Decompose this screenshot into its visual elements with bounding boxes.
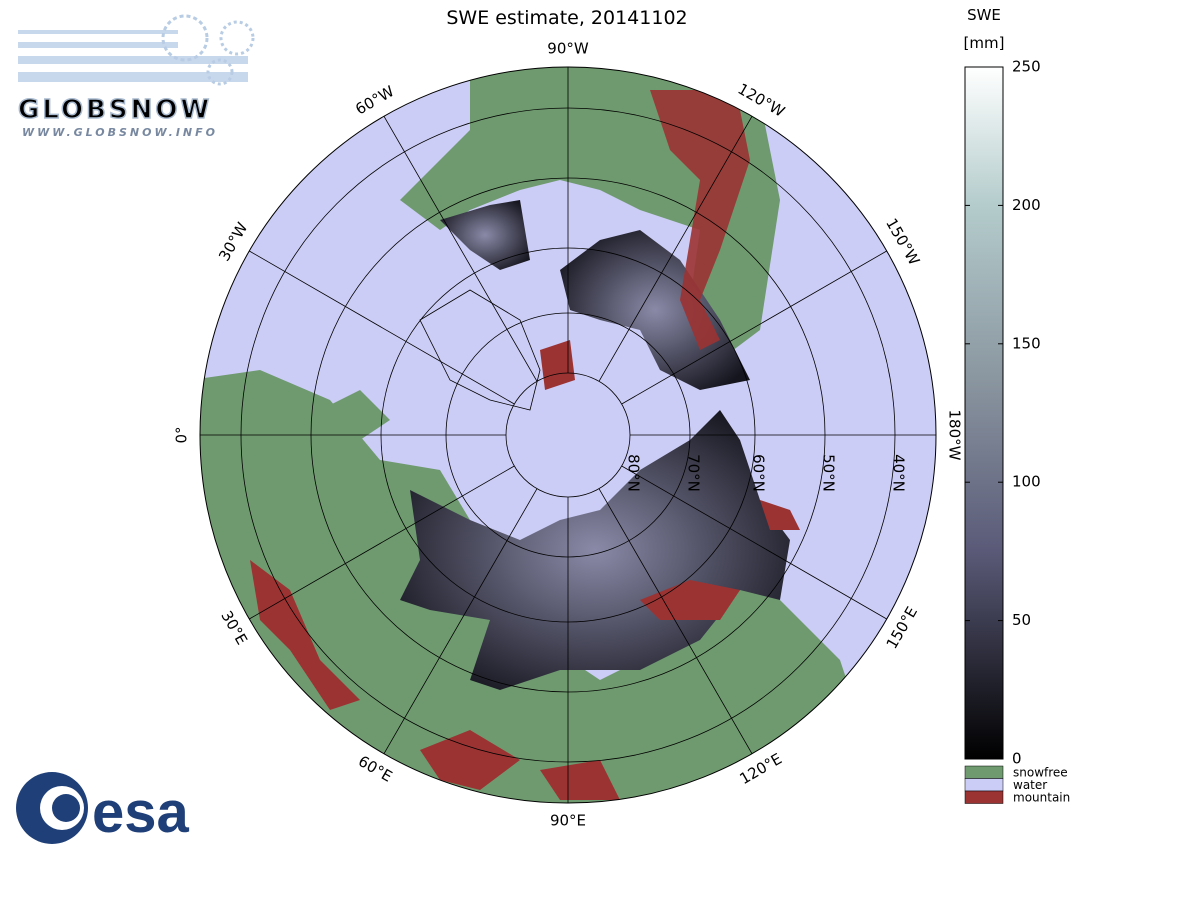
latitude-label: 60°N bbox=[750, 454, 768, 492]
legend-swatch bbox=[964, 778, 1004, 792]
globsnow-url: WWW.GLOBSNOW.INFO bbox=[22, 126, 218, 139]
meridian bbox=[621, 250, 887, 405]
esa-logo: esa bbox=[16, 772, 190, 845]
esa-text: esa bbox=[92, 780, 190, 845]
colorbar-tick-label: 100 bbox=[1012, 473, 1041, 491]
colorbar-title: SWE bbox=[967, 6, 1001, 24]
graticule bbox=[200, 67, 936, 803]
meridian bbox=[249, 250, 515, 405]
colorbar bbox=[964, 66, 1004, 760]
colorbar-tick-label: 0 bbox=[1012, 750, 1022, 768]
meridian bbox=[383, 488, 538, 754]
longitude-label: 90°W bbox=[547, 40, 589, 58]
map-border bbox=[199, 66, 937, 804]
map-disk bbox=[200, 67, 936, 803]
colorbar-tick-label: 150 bbox=[1012, 334, 1041, 352]
latitude-label: 40°N bbox=[890, 454, 908, 492]
meridian bbox=[621, 465, 887, 620]
map-title: SWE estimate, 20141102 bbox=[446, 7, 687, 29]
latitude-label: 50°N bbox=[820, 454, 838, 492]
colorbar-tick-label: 250 bbox=[1012, 58, 1041, 76]
latitude-label: 80°N bbox=[625, 454, 643, 492]
colorbar-unit: [mm] bbox=[964, 34, 1005, 52]
legend-label: snowfree bbox=[1013, 766, 1068, 780]
meridian bbox=[598, 116, 753, 382]
colorbar-tick-label: 50 bbox=[1012, 611, 1031, 629]
meridian bbox=[383, 116, 538, 382]
legend-label: mountain bbox=[1013, 791, 1070, 805]
longitude-label: 180°W bbox=[946, 410, 964, 461]
meridian bbox=[249, 465, 515, 620]
legend-label: water bbox=[1013, 778, 1047, 792]
legend-swatch bbox=[964, 765, 1004, 779]
longitude-label: 90°E bbox=[550, 812, 586, 830]
legend-swatch bbox=[964, 790, 1004, 804]
latitude-label: 70°N bbox=[685, 454, 703, 492]
longitude-label: 0° bbox=[173, 426, 191, 443]
globsnow-text: GLOBSNOW bbox=[18, 95, 212, 125]
meridian bbox=[598, 488, 753, 754]
globsnow-logo: GLOBSNOW WWW.GLOBSNOW.INFO bbox=[17, 14, 255, 139]
colorbar-tick-label: 200 bbox=[1012, 196, 1041, 214]
